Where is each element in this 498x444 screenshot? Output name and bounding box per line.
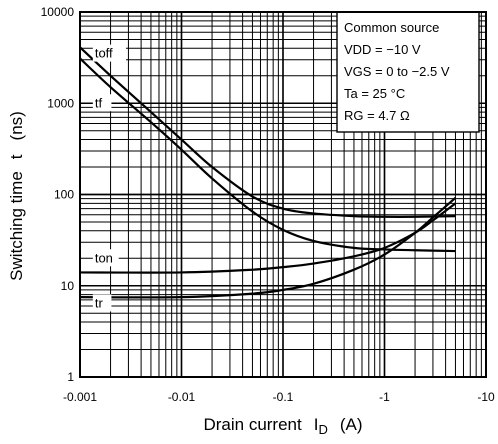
- y-tick-label: 100: [54, 188, 74, 202]
- series-label-background: [92, 249, 119, 267]
- series-line-toff: [79, 46, 456, 218]
- x-axis-symbol: I: [314, 415, 319, 434]
- y-tick-label: 1000: [47, 96, 74, 110]
- x-tick-label: -1: [379, 390, 390, 404]
- series-label-tf: tf: [95, 95, 103, 110]
- condition-line: Common source: [344, 20, 439, 35]
- y-axis-symbol: t: [7, 154, 26, 159]
- x-tick-labels: -0.001 -0.01 -0.1 -1 -10: [63, 390, 495, 404]
- series-label-background: [92, 44, 127, 62]
- series-label-background: [92, 94, 112, 112]
- y-tick-labels: 1 10 100 1000 10000: [41, 5, 75, 384]
- series-label-toff: toff: [95, 46, 113, 61]
- series-label-tr: tr: [95, 295, 104, 310]
- x-tick-label: -10: [477, 390, 495, 404]
- legend-box: [336, 11, 480, 133]
- x-tick-label: -0.1: [273, 390, 294, 404]
- condition-line: VGS = 0 to −2.5 V: [344, 64, 450, 79]
- x-axis-subscript: D: [318, 422, 327, 437]
- x-axis-title: Drain current ID (A): [203, 415, 362, 437]
- series-curves: [79, 46, 457, 299]
- series-label-background: [92, 294, 112, 312]
- y-axis-unit: (ns): [7, 111, 26, 140]
- y-tick-label: 10: [61, 279, 75, 293]
- series-line-tf: [79, 57, 456, 253]
- plot-frame: [79, 11, 487, 378]
- y-axis-label: Switching time: [7, 171, 26, 281]
- y-axis-title: Switching time t (ns): [7, 111, 26, 281]
- series-line-tr: [79, 196, 457, 299]
- y-tick-label: 1: [67, 370, 74, 384]
- series-line-ton: [79, 202, 457, 274]
- condition-line: VDD = −10 V: [344, 42, 421, 57]
- x-tick-label: -0.001: [63, 390, 97, 404]
- x-tick-label: -0.01: [168, 390, 196, 404]
- series-label-ton: ton: [95, 250, 113, 265]
- x-axis-label: Drain current: [203, 415, 302, 434]
- y-tick-label: 10000: [41, 5, 75, 19]
- condition-line: RG = 4.7 Ω: [344, 108, 410, 123]
- condition-line: Ta = 25 °C: [344, 86, 405, 101]
- x-axis-unit: (A): [340, 415, 363, 434]
- conditions-legend: Common source VDD = −10 V VGS = 0 to −2.…: [344, 20, 450, 123]
- series-labels: toff tf ton tr: [92, 44, 127, 312]
